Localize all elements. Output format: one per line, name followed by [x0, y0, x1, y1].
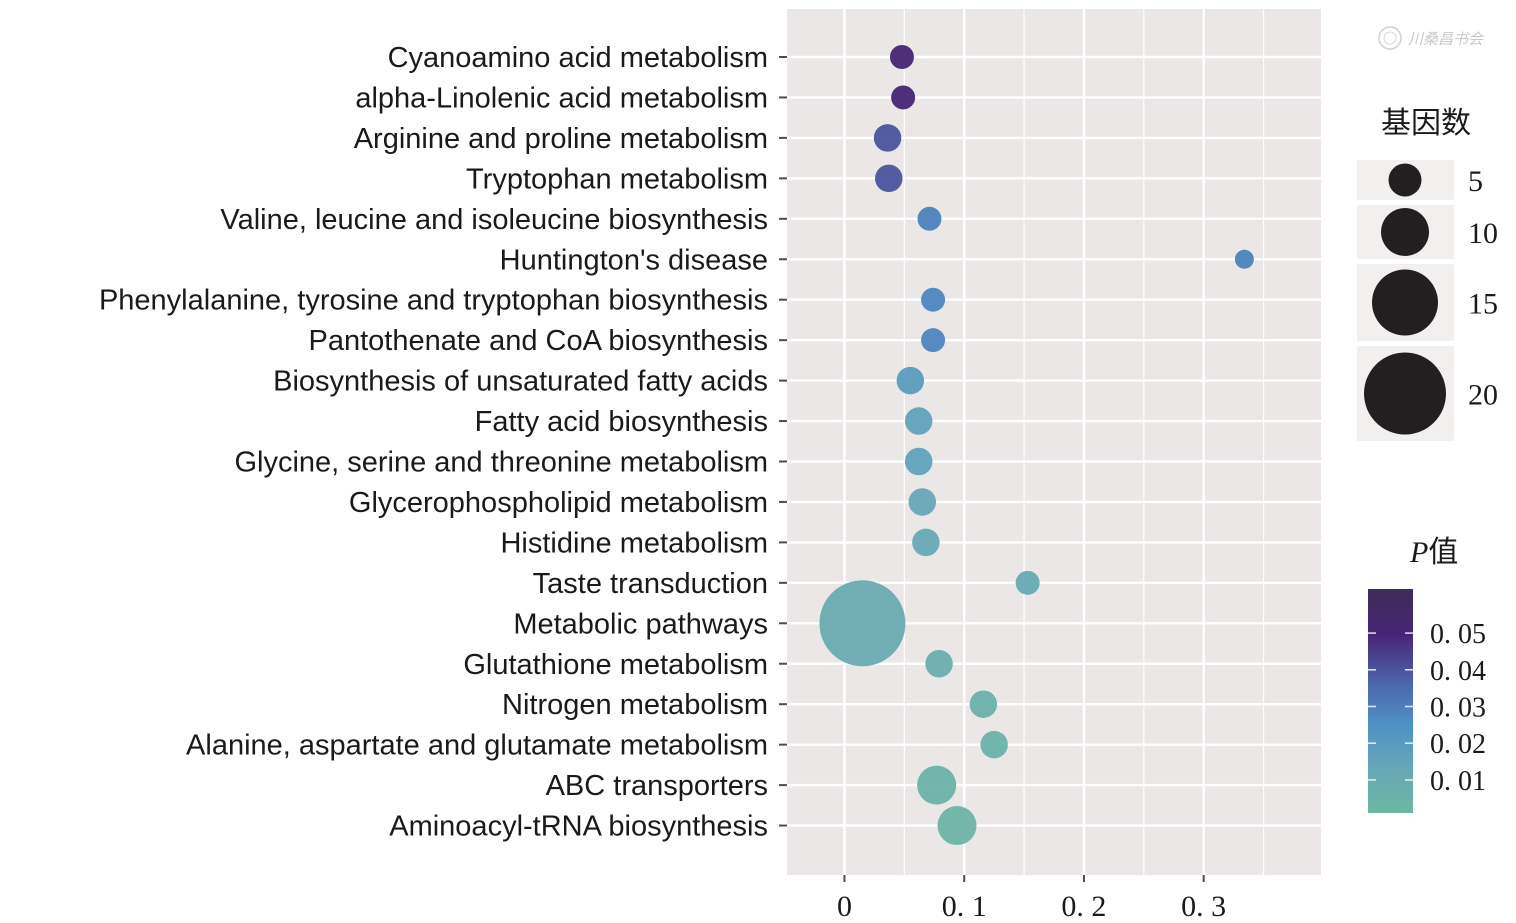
data-points: [819, 45, 1254, 846]
plot-panel: [787, 9, 1321, 875]
y-tick-label: Glutathione metabolism: [463, 649, 768, 681]
y-tick-label: Biosynthesis of unsaturated fatty acids: [273, 366, 768, 398]
size-legend-dot: [1364, 352, 1446, 435]
size-legend-dot: [1381, 208, 1429, 256]
data-point: [980, 730, 1008, 759]
y-tick-label: Fatty acid biosynthesis: [475, 406, 768, 438]
y-tick-label: Valine, leucine and isoleucine biosynthe…: [220, 204, 768, 236]
data-point: [819, 580, 906, 667]
data-point: [969, 690, 998, 718]
x-tick-label: 0. 3: [1181, 890, 1226, 923]
colorbar: [1368, 589, 1413, 813]
y-tick-label: Nitrogen metabolism: [502, 689, 768, 721]
data-point: [912, 528, 940, 557]
watermark-logo-icon: [1378, 26, 1402, 50]
color-legend: P值 0. 05 0. 04 0. 03 0. 02 0. 01: [1368, 535, 1486, 813]
y-tick-label: Glycine, serine and threonine metabolism: [234, 447, 768, 479]
size-legend-label: 15: [1468, 288, 1498, 321]
y-tick-label: Huntington's disease: [500, 244, 768, 276]
colorbar-label: 0. 02: [1430, 729, 1486, 760]
data-point: [1015, 570, 1040, 595]
y-tick-label: Metabolic pathways: [513, 608, 768, 640]
y-tick-label: ABC transporters: [546, 770, 768, 802]
data-point: [891, 85, 916, 110]
y-tick-label: Tryptophan metabolism: [466, 163, 768, 195]
size-legend: 基因数 5 10 15 20: [1357, 106, 1498, 441]
y-tick-label: alpha-Linolenic acid metabolism: [355, 82, 768, 114]
x-tick-label: 0. 2: [1061, 890, 1106, 923]
y-tick-label: Alanine, aspartate and glutamate metabol…: [186, 730, 768, 762]
x-axis: 0 0. 1 0. 2 0. 3: [837, 875, 1226, 923]
gridlines: [787, 9, 1321, 875]
y-tick-label: Arginine and proline metabolism: [354, 123, 768, 155]
y-axis: Cyanoamino acid metabolism alpha-Linoleni…: [99, 42, 787, 843]
data-point: [917, 206, 942, 231]
y-tick-label: Histidine metabolism: [500, 527, 768, 559]
data-point: [896, 366, 925, 395]
data-point: [917, 765, 957, 805]
y-tick-label: Taste transduction: [533, 568, 768, 600]
colorbar-label: 0. 05: [1430, 619, 1486, 650]
data-point: [904, 447, 933, 476]
data-point: [904, 407, 933, 435]
data-point: [921, 287, 946, 312]
size-legend-dot: [1372, 269, 1438, 336]
data-point: [937, 806, 977, 846]
colorbar-label: 0. 01: [1430, 766, 1486, 797]
data-point: [908, 488, 937, 516]
y-tick-label: Phenylalanine, tyrosine and tryptophan b…: [99, 285, 768, 317]
watermark-text: 川桑昌书会: [1408, 30, 1485, 48]
data-point: [921, 328, 946, 353]
data-point: [925, 650, 953, 678]
y-tick-label: Cyanoamino acid metabolism: [388, 42, 768, 74]
colorbar-label: 0. 03: [1430, 693, 1486, 724]
size-legend-dot: [1388, 163, 1422, 197]
x-tick-label: 0. 1: [942, 890, 987, 923]
watermark: 川桑昌书会: [1378, 26, 1485, 50]
size-legend-label: 20: [1468, 379, 1498, 412]
y-tick-label: Glycerophospholipid metabolism: [349, 487, 768, 519]
data-point: [1234, 249, 1254, 269]
data-point: [889, 45, 914, 69]
x-tick-label: 0: [837, 890, 852, 923]
data-point: [873, 124, 902, 152]
size-legend-label: 5: [1468, 165, 1483, 198]
data-point: [875, 164, 903, 193]
y-tick-label: Pantothenate and CoA biosynthesis: [309, 325, 769, 357]
color-legend-title: P值: [1409, 535, 1458, 570]
size-legend-label: 10: [1468, 217, 1498, 250]
size-legend-title: 基因数: [1381, 106, 1471, 141]
colorbar-label: 0. 04: [1430, 656, 1486, 687]
y-tick-label: Aminoacyl-tRNA biosynthesis: [389, 811, 768, 843]
